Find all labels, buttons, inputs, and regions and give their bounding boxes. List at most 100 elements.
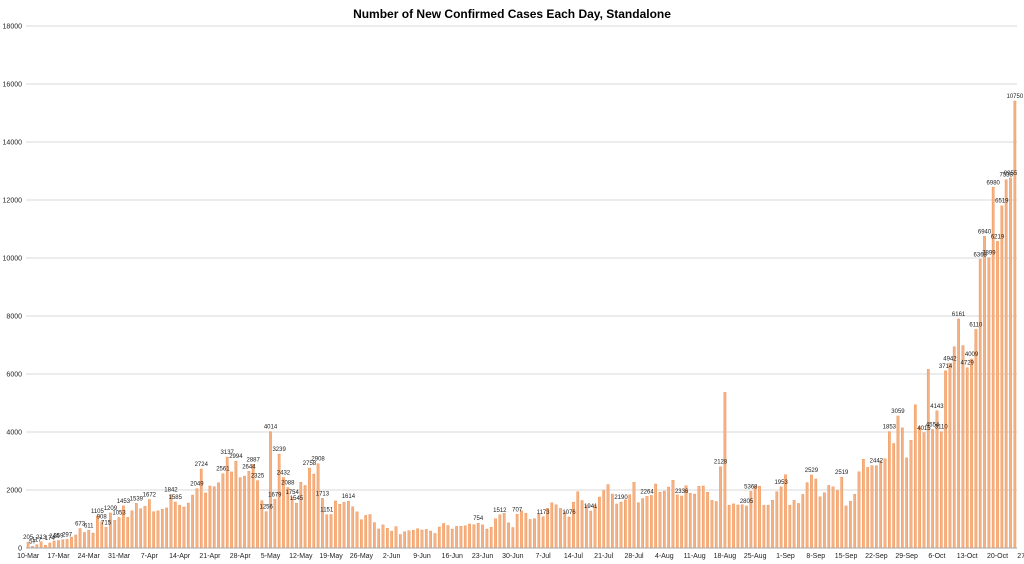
bar [983, 236, 986, 549]
y-tick-label: 14000 [3, 140, 23, 147]
bar [831, 486, 835, 549]
data-label: 117 [32, 538, 42, 544]
bar [373, 522, 376, 549]
bar [347, 501, 350, 549]
bar [476, 523, 480, 549]
bar [714, 501, 718, 549]
data-label: 1754 [285, 490, 299, 496]
bar [498, 514, 502, 549]
bar [191, 494, 194, 549]
bar [779, 486, 783, 549]
bar [900, 427, 904, 549]
x-tick-label: 5-May [261, 553, 281, 560]
data-label: 2758 [303, 461, 317, 467]
data-label: 2994 [229, 454, 243, 460]
bar [386, 528, 389, 549]
bar [593, 505, 597, 549]
data-label: 6519 [995, 199, 1009, 205]
bar [615, 503, 619, 549]
data-label: 2805 [740, 499, 754, 505]
bar [550, 502, 554, 549]
x-tick-label: 7-Jul [536, 553, 552, 560]
bar [931, 429, 934, 549]
bar [91, 532, 95, 549]
bar [78, 528, 82, 549]
data-label: 1209 [104, 506, 118, 512]
bar [849, 500, 852, 549]
bar [173, 501, 177, 549]
y-tick-label: 6000 [6, 372, 22, 379]
data-label: 1941 [584, 504, 598, 510]
data-label: 6368 [974, 252, 988, 258]
bar [494, 518, 497, 549]
bar [792, 500, 796, 549]
data-label: 611 [84, 523, 94, 529]
bar [334, 500, 337, 549]
bar [429, 530, 432, 549]
x-tick-label: 31-Mar [108, 553, 131, 560]
data-label: 1614 [342, 494, 356, 500]
bar [57, 540, 60, 549]
bar [321, 498, 324, 549]
bar [883, 458, 887, 549]
data-label: 3059 [891, 409, 905, 415]
data-label: 2529 [805, 468, 819, 474]
bar [649, 495, 653, 549]
bar [632, 482, 636, 549]
bar [918, 426, 921, 549]
bar [83, 532, 86, 549]
bar [554, 504, 558, 549]
bar [853, 494, 857, 549]
bar [377, 528, 381, 549]
bar [922, 432, 926, 549]
data-label: 57 [29, 539, 36, 545]
data-label: 3714 [939, 364, 953, 370]
bar [238, 477, 242, 549]
data-label: 297 [62, 532, 73, 538]
bar [991, 187, 995, 549]
data-label: 1076 [562, 510, 576, 516]
bar [156, 510, 160, 549]
bar [74, 534, 78, 549]
data-label: 2128 [714, 460, 728, 466]
data-label: 2049 [190, 482, 204, 488]
bar [520, 510, 523, 549]
bar [381, 524, 385, 549]
x-tick-label: 15-Sep [835, 553, 858, 560]
data-label: 2724 [195, 462, 209, 468]
bar [818, 496, 822, 549]
x-tick-label: 24-Mar [78, 553, 101, 560]
data-label: 4554 [926, 422, 940, 428]
data-label: 1151 [320, 508, 334, 514]
data-label: 1453 [117, 499, 131, 505]
bar [978, 259, 982, 549]
bar [424, 529, 428, 549]
x-tick-label: 21-Apr [199, 553, 221, 560]
bar [295, 503, 298, 549]
bar [446, 525, 450, 549]
bar [147, 499, 151, 549]
data-label: 12438 [1015, 0, 1024, 2]
bar [256, 480, 259, 549]
bar [662, 490, 666, 549]
bar [217, 482, 220, 549]
bar [113, 520, 117, 549]
data-label: 1105 [91, 509, 105, 515]
bar [727, 505, 731, 549]
bar [719, 466, 722, 549]
bar [619, 501, 623, 549]
x-tick-label: 27-Oct [1017, 553, 1024, 560]
bar [463, 525, 467, 549]
bar [957, 318, 960, 549]
bar [360, 519, 363, 549]
bar [688, 492, 692, 549]
bar [862, 459, 865, 549]
bar [70, 537, 73, 549]
bar [762, 505, 766, 549]
bar [823, 492, 826, 549]
data-label: 1672 [143, 493, 157, 499]
x-tick-label: 12-May [289, 553, 313, 560]
bar [35, 544, 39, 549]
bar [273, 499, 277, 549]
x-tick-label: 30-Jun [502, 553, 524, 560]
